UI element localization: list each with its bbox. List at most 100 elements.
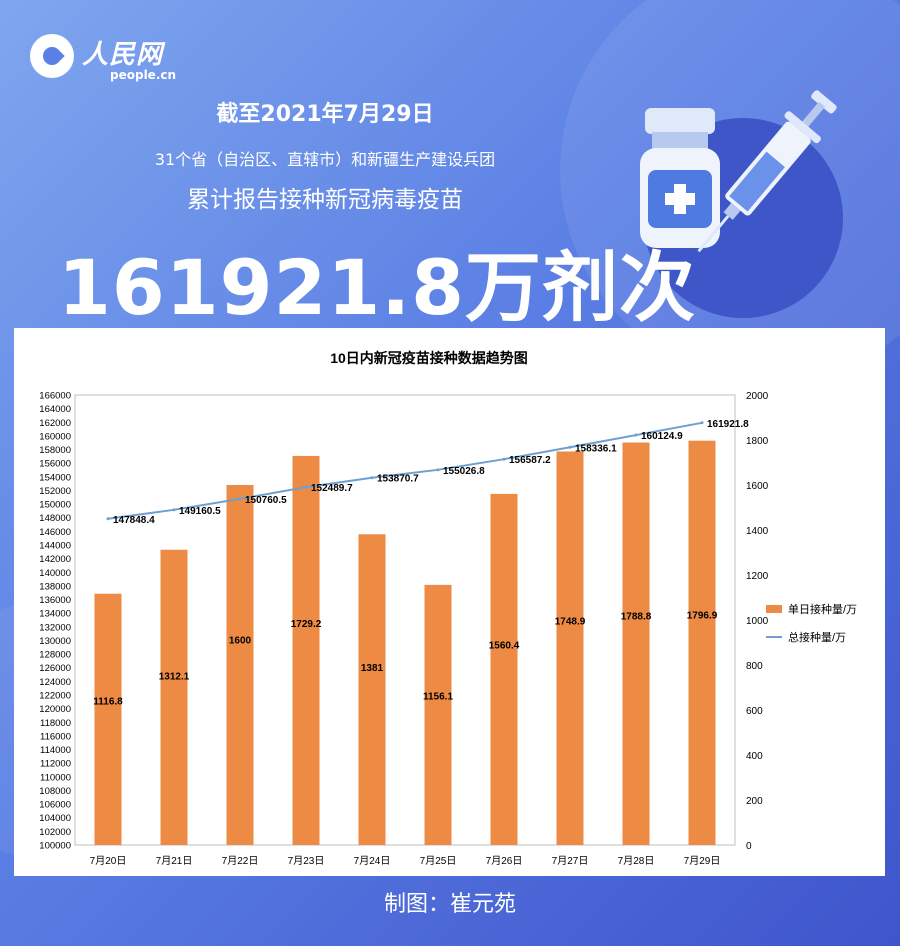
line-series: [106, 421, 704, 521]
y-left-tick-label: 140000: [39, 568, 71, 579]
y-left-tick-label: 146000: [39, 527, 71, 538]
data-labels: 1116.8 1312.1 1600 1729.2 1381 1156.1 1560.4 17…: [93, 419, 749, 707]
chart-title: 10日内新冠疫苗接种数据趋势图: [330, 350, 528, 366]
x-tick-label: 7月28日: [618, 855, 655, 867]
y-left-tick-label: 158000: [39, 445, 71, 456]
plot-area-border: [74, 394, 736, 846]
bar-value-label: 1381: [361, 663, 384, 674]
total-doses-headline: 161921.8万剂次: [58, 243, 697, 332]
y-left-tick-label: 108000: [39, 786, 71, 797]
line-value-label: 156587.2: [509, 455, 551, 466]
y-left-tick-label: 136000: [39, 595, 71, 606]
line-point: [304, 485, 308, 489]
bar-value-label: 1156.1: [423, 691, 453, 702]
bar-value-label: 1560.4: [489, 640, 520, 651]
legend-line-label: 总接种量/万: [788, 630, 846, 644]
line-point: [238, 497, 242, 501]
scope-subtitle: 31个省（自治区、直辖市）和新疆生产建设兵团: [154, 150, 496, 169]
bar-series: [94, 440, 716, 845]
x-tick-label: 7月21日: [156, 855, 193, 867]
y-left-tick-label: 142000: [39, 554, 71, 565]
line-point: [700, 421, 704, 425]
bar-value-label: 1788.8: [621, 612, 652, 623]
line-point: [106, 517, 110, 521]
y-left-tick-label: 116000: [40, 731, 71, 742]
y-left-tick-label: 102000: [39, 827, 71, 838]
y-left-tick-label: 154000: [39, 472, 71, 483]
y-left-tick-label: 104000: [39, 813, 71, 824]
y-left-tick-label: 162000: [39, 418, 71, 429]
y-left-tick-label: 122000: [39, 691, 71, 702]
line-value-label: 158336.1: [575, 443, 617, 454]
y-left-tick-label: 134000: [39, 609, 71, 620]
y-left-tick-label: 112000: [40, 759, 71, 770]
credit-line: 制图：崔元苑: [383, 892, 516, 917]
chart-axes: [74, 394, 736, 846]
y-right-tick-label: 200: [746, 796, 763, 807]
x-tick-label: 7月25日: [420, 855, 457, 867]
y-right-tick-label: 1200: [746, 571, 769, 582]
y-left-tick-label: 120000: [39, 704, 71, 715]
y-left-tick-label: 166000: [39, 391, 71, 402]
line-value-label: 160124.9: [641, 431, 683, 442]
x-tick-label: 7月23日: [288, 855, 325, 867]
line-value-label: 147848.4: [113, 515, 155, 526]
line-value-label: 153870.7: [377, 474, 419, 485]
y-right-tick-label: 1800: [746, 436, 769, 447]
y-left-tick-label: 138000: [39, 581, 71, 592]
line-value-label: 149160.5: [179, 506, 221, 517]
total-line: [107, 421, 703, 520]
bar-value-label: 1748.9: [555, 617, 586, 628]
bar: [490, 493, 518, 845]
y-left-tick-label: 130000: [39, 636, 71, 647]
date-heading: 截至2021年7月29日: [216, 102, 434, 127]
bar-value-label: 1116.8: [93, 696, 123, 707]
bar: [226, 485, 254, 845]
bar-value-label: 1312.1: [159, 672, 190, 683]
y-right-tick-label: 1000: [746, 616, 769, 627]
y-left-tick-label: 128000: [39, 650, 71, 661]
line-point: [568, 445, 572, 449]
line-value-label: 155026.8: [443, 466, 485, 477]
bar-value-label: 1729.2: [291, 619, 322, 630]
x-tick-label: 7月22日: [222, 855, 259, 867]
line-point: [502, 457, 506, 461]
logo-mark: [30, 34, 74, 78]
trend-chart: 10日内新冠疫苗接种数据趋势图 1116.8 1312.1 1600 1729.2 13…: [39, 350, 857, 868]
y-right-tick-label: 400: [746, 751, 763, 762]
axis-ticks: 7月20日 7月21日 7月22日 7月23日 7月24日 7月25日 7月26日 7月27日…: [39, 391, 768, 868]
y-right-tick-label: 800: [746, 661, 763, 672]
bar: [556, 451, 584, 845]
y-left-tick-label: 152000: [39, 486, 71, 497]
line-value-label: 152489.7: [311, 483, 353, 494]
y-left-tick-label: 164000: [39, 404, 71, 415]
line-point: [172, 508, 176, 512]
y-left-tick-label: 160000: [39, 431, 71, 442]
x-tick-label: 7月26日: [486, 855, 523, 867]
y-left-tick-label: 124000: [39, 677, 71, 688]
line-point: [436, 468, 440, 472]
logo-domain: people.cn: [110, 68, 177, 82]
bar: [160, 549, 188, 845]
bar: [688, 440, 716, 845]
line-point: [634, 433, 638, 437]
bar-value-label: 1600: [229, 635, 252, 646]
bar: [94, 593, 122, 845]
y-left-tick-label: 118000: [40, 718, 71, 729]
x-tick-label: 7月29日: [684, 855, 721, 867]
y-left-tick-label: 106000: [39, 800, 71, 811]
y-left-tick-label: 156000: [39, 459, 71, 470]
bar: [358, 534, 386, 845]
bar: [622, 442, 650, 845]
y-left-tick-label: 148000: [39, 513, 71, 524]
y-left-tick-label: 100000: [39, 841, 71, 852]
bar: [424, 584, 452, 845]
bar: [292, 455, 320, 845]
x-tick-label: 7月27日: [552, 855, 589, 867]
y-left-tick-label: 110000: [40, 772, 71, 783]
line-value-label: 161921.8: [707, 419, 749, 430]
line-value-label: 150760.5: [245, 495, 287, 506]
x-tick-label: 7月24日: [354, 855, 391, 867]
vaccine-illustration: [640, 90, 837, 253]
